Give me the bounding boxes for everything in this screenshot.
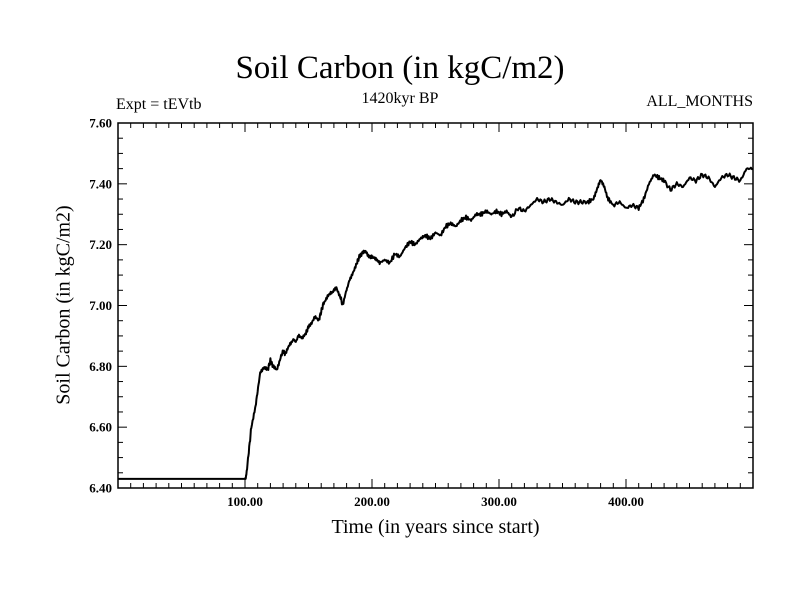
x-tick-label: 200.00 — [354, 494, 390, 509]
chart-title: Soil Carbon (in kgC/m2) — [235, 50, 565, 86]
y-tick-label: 7.00 — [89, 298, 112, 313]
x-tick-label: 400.00 — [608, 494, 644, 509]
y-tick-label: 6.80 — [89, 359, 112, 374]
x-tick-label: 100.00 — [227, 494, 263, 509]
y-tick-label: 7.20 — [89, 237, 112, 252]
chart-subtitle: 1420kyr BP — [361, 90, 439, 107]
x-axis-label: Time (in years since start) — [331, 516, 540, 538]
y-tick-label: 6.40 — [89, 481, 112, 496]
experiment-label: Expt = tEVtb — [116, 96, 202, 113]
months-label: ALL_MONTHS — [646, 93, 753, 110]
y-tick-label: 7.40 — [89, 176, 112, 191]
y-tick-label: 7.60 — [89, 116, 112, 131]
soil-carbon-line — [118, 166, 754, 481]
y-tick-label: 6.60 — [89, 420, 112, 435]
x-tick-label: 300.00 — [481, 494, 517, 509]
